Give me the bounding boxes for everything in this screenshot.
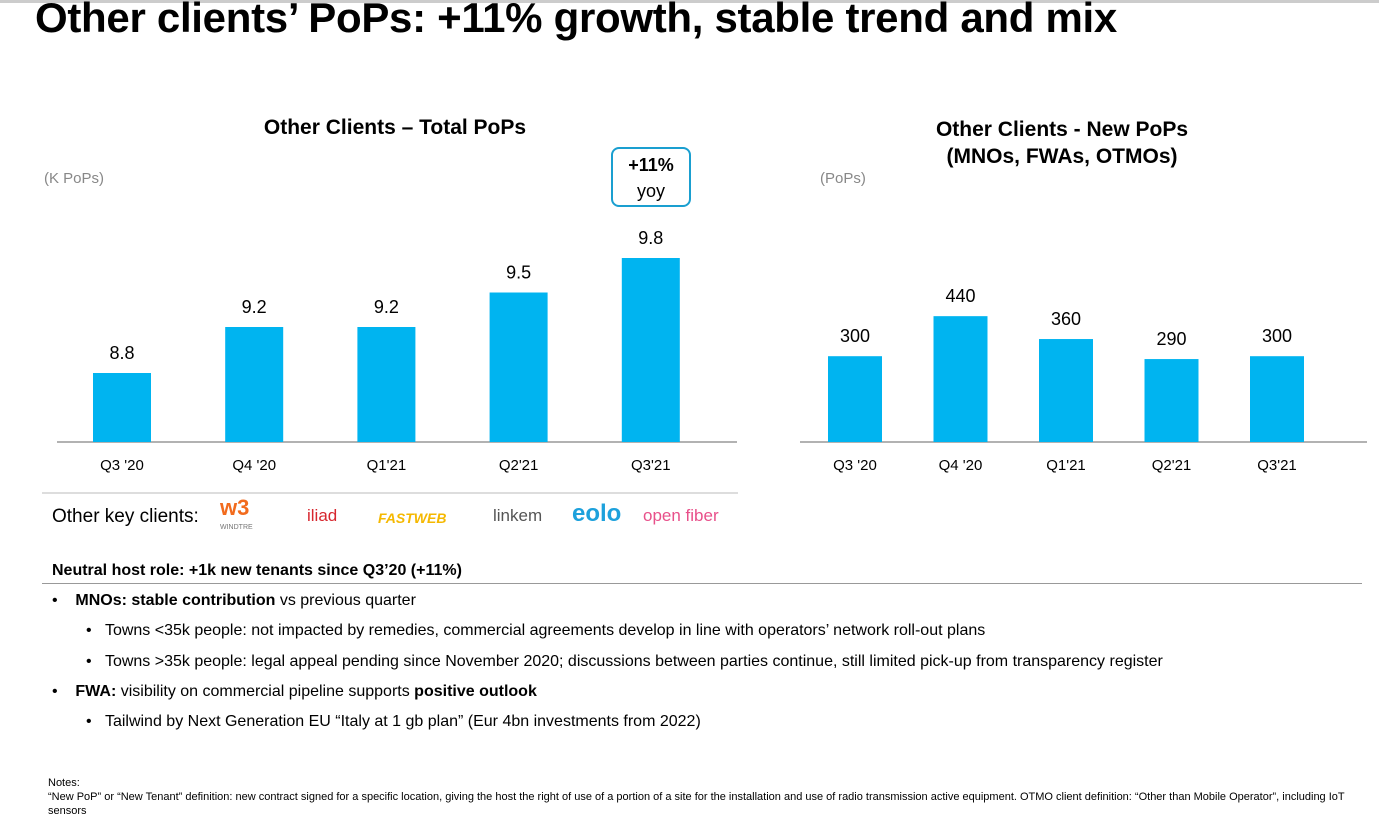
- chart1-data-label: 9.5: [506, 263, 531, 283]
- yoy-label: yoy: [636, 181, 665, 201]
- chart2-bar: [1144, 359, 1199, 442]
- bullet-towns-small: • Towns <35k people: not impacted by rem…: [86, 622, 986, 639]
- chart2-title-line1: Other Clients - New PoPs: [935, 118, 1189, 141]
- client-logo-w3: w3 WINDTRE: [220, 495, 253, 532]
- chart1-unit: (K PoPs): [44, 170, 105, 187]
- chart2-data-label: 440: [945, 286, 975, 306]
- client-logo-fastweb: FASTWEB: [378, 510, 447, 526]
- client-logo-open-fiber: open fiber: [643, 506, 719, 525]
- section-title: Neutral host role: +1k new tenants since…: [52, 562, 462, 579]
- chart1-data-label: 9.8: [638, 228, 663, 248]
- chart1-data-label: 9.2: [242, 297, 267, 317]
- chart2-title-line2: (MNOs, FWAs, OTMOs): [946, 145, 1178, 168]
- chart2-unit: (PoPs): [820, 170, 866, 187]
- chart2-bar: [1039, 339, 1093, 442]
- yoy-value: +11%: [628, 155, 674, 175]
- chart2-bar: [1250, 356, 1304, 442]
- divider: [42, 492, 738, 494]
- chart2-data-label: 290: [1156, 329, 1186, 349]
- chart2-data-label: 300: [840, 326, 870, 346]
- bullet-mnos: • MNOs: stable contribution vs previous …: [52, 592, 416, 609]
- chart1-tick-label: Q1'21: [367, 457, 407, 474]
- client-logo-iliad: iliad: [307, 506, 338, 525]
- bullet-tailwind: • Tailwind by Next Generation EU “Italy …: [86, 713, 701, 730]
- chart1-bar: [357, 327, 416, 442]
- chart2-tick-label: Q2'21: [1152, 457, 1192, 474]
- chart2-title: Other Clients - New PoPs (MNOs, FWAs, OT…: [862, 116, 1262, 170]
- chart1-tick-label: Q2'21: [499, 457, 539, 474]
- chart1-bar: [93, 373, 151, 442]
- chart1-title: Other Clients – Total PoPs: [263, 116, 527, 139]
- notes-title: Notes:: [48, 777, 80, 789]
- chart1-bar: [621, 258, 680, 442]
- chart2-data-label: 360: [1051, 309, 1081, 329]
- chart2-tick-label: Q1'21: [1046, 457, 1086, 474]
- chart2-bar: [828, 356, 882, 442]
- chart1-tick-label: Q3'21: [631, 457, 671, 474]
- yoy-badge: +11% yoy: [611, 147, 691, 207]
- chart1-tick-label: Q3 '20: [100, 457, 144, 474]
- chart1-bar: [225, 327, 284, 442]
- page-title: Other clients’ PoPs: +11% growth, stable…: [35, 0, 1117, 41]
- chart1-data-label: 9.2: [374, 297, 399, 317]
- chart1-data-label: 8.8: [109, 343, 134, 363]
- notes-text: “New PoP” or “New Tenant” definition: ne…: [48, 791, 1345, 814]
- chart2-tick-label: Q3'21: [1257, 457, 1297, 474]
- bullet-fwa: • FWA: visibility on commercial pipeline…: [52, 683, 537, 700]
- chart1-bar: [489, 292, 548, 442]
- section-rule: [42, 583, 1362, 584]
- client-logo-eolo: eolo: [572, 500, 622, 527]
- chart2-tick-label: Q4 '20: [939, 457, 983, 474]
- bullet-towns-large: • Towns >35k people: legal appeal pendin…: [86, 653, 1163, 670]
- chart2-data-label: 300: [1262, 326, 1292, 346]
- charts-svg: 8.8 Q3 '20 9.2 Q4 '20 9.2 Q1'21 9.5 Q2'21 9.8 Q3'…: [57, 228, 1367, 474]
- chart1-tick-label: Q4 '20: [232, 457, 276, 474]
- chart2-bar: [933, 316, 988, 442]
- top-rule: [0, 0, 1379, 3]
- key-clients-label: Other key clients:: [52, 506, 199, 527]
- notes: Notes: “New PoP” or “New Tenant” definit…: [48, 776, 1348, 814]
- chart2-tick-label: Q3 '20: [833, 457, 877, 474]
- client-logo-linkem: linkem: [493, 506, 543, 525]
